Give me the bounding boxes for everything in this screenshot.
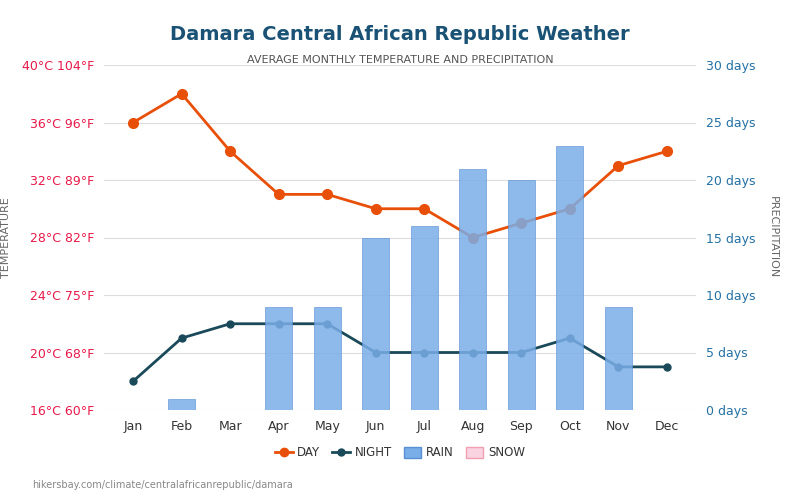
Y-axis label: TEMPERATURE: TEMPERATURE <box>1 197 11 278</box>
Bar <box>605 306 632 410</box>
DAY <box>468 234 478 240</box>
Bar <box>508 180 534 410</box>
DAY <box>226 148 235 154</box>
NIGHT <box>177 335 186 341</box>
NIGHT <box>371 350 381 356</box>
NIGHT <box>468 350 478 356</box>
Bar <box>168 398 195 410</box>
Bar <box>314 306 341 410</box>
NIGHT <box>565 335 574 341</box>
NIGHT <box>614 364 623 370</box>
Line: NIGHT: NIGHT <box>130 320 670 384</box>
NIGHT <box>274 321 283 327</box>
DAY <box>371 206 381 212</box>
Bar <box>557 146 583 410</box>
DAY <box>177 91 186 97</box>
DAY <box>419 206 429 212</box>
DAY <box>565 206 574 212</box>
NIGHT <box>322 321 332 327</box>
DAY <box>614 162 623 168</box>
Line: DAY: DAY <box>128 89 672 242</box>
DAY <box>662 148 672 154</box>
Bar <box>411 226 438 410</box>
NIGHT <box>662 364 672 370</box>
Bar <box>459 168 486 410</box>
Bar <box>266 306 292 410</box>
Bar <box>362 238 389 410</box>
Text: Damara Central African Republic Weather: Damara Central African Republic Weather <box>170 25 630 44</box>
Y-axis label: PRECIPITATION: PRECIPITATION <box>767 196 778 278</box>
NIGHT <box>226 321 235 327</box>
DAY <box>128 120 138 126</box>
DAY <box>322 192 332 198</box>
Text: hikersbay.com/climate/centralafricanrepublic/damara: hikersbay.com/climate/centralafricanrepu… <box>32 480 293 490</box>
NIGHT <box>517 350 526 356</box>
Text: AVERAGE MONTHLY TEMPERATURE AND PRECIPITATION: AVERAGE MONTHLY TEMPERATURE AND PRECIPIT… <box>246 55 554 65</box>
NIGHT <box>128 378 138 384</box>
Legend: DAY, NIGHT, RAIN, SNOW: DAY, NIGHT, RAIN, SNOW <box>270 442 530 464</box>
NIGHT <box>419 350 429 356</box>
DAY <box>517 220 526 226</box>
DAY <box>274 192 283 198</box>
